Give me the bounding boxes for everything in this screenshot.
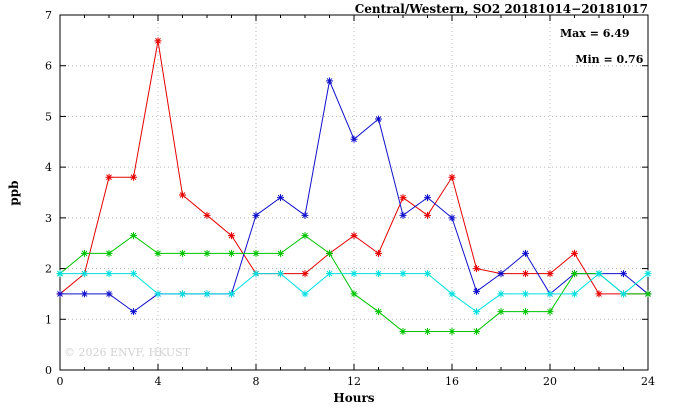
svg-text:6: 6 bbox=[45, 60, 52, 73]
svg-text:4: 4 bbox=[45, 161, 52, 174]
chart-title: Central/Western, SO2 20181014−20181017 bbox=[354, 2, 648, 16]
y-axis-label: ppb bbox=[7, 180, 21, 206]
min-value-label: Min = 0.76 bbox=[575, 53, 644, 66]
svg-text:1: 1 bbox=[45, 313, 52, 326]
svg-text:8: 8 bbox=[253, 375, 260, 388]
svg-text:0: 0 bbox=[45, 364, 52, 377]
svg-text:16: 16 bbox=[445, 375, 459, 388]
svg-text:12: 12 bbox=[347, 375, 361, 388]
max-value-label: Max = 6.49 bbox=[560, 27, 630, 40]
svg-text:0: 0 bbox=[57, 375, 64, 388]
svg-text:24: 24 bbox=[641, 375, 655, 388]
svg-text:7: 7 bbox=[45, 9, 52, 22]
svg-text:5: 5 bbox=[45, 110, 52, 123]
watermark-text: © 2026 ENVF, HKUST bbox=[64, 346, 191, 359]
x-axis-label: Hours bbox=[333, 391, 375, 405]
svg-text:20: 20 bbox=[543, 375, 557, 388]
max-min-annotation: Max = 6.49 Min = 0.76 bbox=[560, 27, 643, 66]
svg-text:2: 2 bbox=[45, 263, 52, 276]
svg-text:4: 4 bbox=[155, 375, 162, 388]
svg-text:3: 3 bbox=[45, 212, 52, 225]
